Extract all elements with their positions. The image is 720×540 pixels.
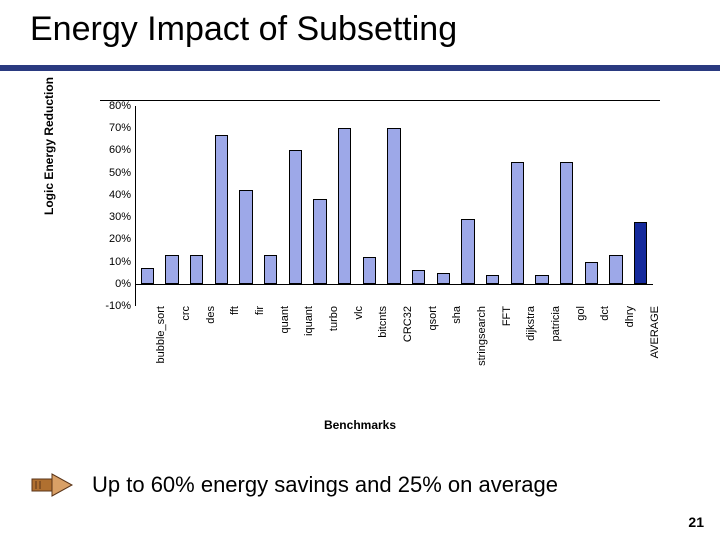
bar: [535, 275, 548, 284]
y-axis-label: Logic Energy Reduction: [42, 77, 56, 215]
bar: [264, 255, 277, 284]
slide-number: 21: [688, 514, 704, 530]
y-tick: 20%: [109, 233, 135, 245]
x-tick: CRC32: [398, 306, 414, 342]
y-tick: -10%: [105, 300, 135, 312]
caption-text: Up to 60% energy savings and 25% on aver…: [92, 472, 558, 498]
bar: [338, 128, 351, 284]
x-tick: gol: [571, 306, 587, 321]
bar: [585, 262, 598, 284]
x-tick: stringsearch: [472, 306, 488, 366]
bar: [634, 222, 647, 284]
y-tick: 70%: [109, 122, 135, 134]
x-tick: bitcnts: [373, 306, 389, 338]
x-tick: iquant: [299, 306, 315, 336]
bar: [437, 273, 450, 284]
y-tick: 10%: [109, 256, 135, 268]
x-tick: fir: [250, 306, 266, 315]
x-tick: AVERAGE: [645, 306, 661, 358]
bar: [461, 219, 474, 283]
bar: [141, 268, 154, 284]
bar: [560, 162, 573, 284]
bar: [412, 270, 425, 283]
caption-row: Up to 60% energy savings and 25% on aver…: [30, 470, 558, 500]
x-tick: qsort: [423, 306, 439, 330]
title-divider: [0, 65, 720, 71]
x-tick: crc: [176, 306, 192, 321]
pointer-icon: [30, 470, 78, 500]
x-tick: dct: [595, 306, 611, 321]
bar: [511, 162, 524, 284]
x-axis-label: Benchmarks: [60, 418, 660, 432]
plot-area: -10%0%10%20%30%40%50%60%70%80%bubble_sor…: [135, 106, 653, 306]
x-tick: fft: [225, 306, 241, 315]
bar: [609, 255, 622, 284]
x-axis: [135, 284, 653, 285]
y-tick: 80%: [109, 100, 135, 112]
bar: [215, 135, 228, 284]
x-tick: dhry: [620, 306, 636, 327]
bar: [190, 255, 203, 284]
bar: [313, 199, 326, 283]
x-tick: turbo: [324, 306, 340, 331]
bar: [486, 275, 499, 284]
x-tick: des: [201, 306, 217, 324]
bar: [165, 255, 178, 284]
y-axis: [135, 106, 136, 306]
y-tick: 30%: [109, 211, 135, 223]
y-tick: 50%: [109, 167, 135, 179]
x-tick: patricia: [546, 306, 562, 341]
x-tick: quant: [275, 306, 291, 334]
bar: [363, 257, 376, 284]
x-tick: bubble_sort: [151, 306, 167, 364]
page-title: Energy Impact of Subsetting: [30, 10, 457, 49]
x-tick: sha: [447, 306, 463, 324]
x-tick: vlc: [349, 306, 365, 319]
bar: [289, 150, 302, 283]
bar: [387, 128, 400, 284]
y-tick: 40%: [109, 189, 135, 201]
bar: [239, 190, 252, 283]
x-tick: FFT: [497, 306, 513, 326]
y-tick: 0%: [115, 278, 135, 290]
energy-chart: Logic Energy Reduction -10%0%10%20%30%40…: [60, 100, 660, 420]
y-tick: 60%: [109, 144, 135, 156]
chart-top-border: [100, 100, 660, 101]
x-tick: dijkstra: [521, 306, 537, 341]
